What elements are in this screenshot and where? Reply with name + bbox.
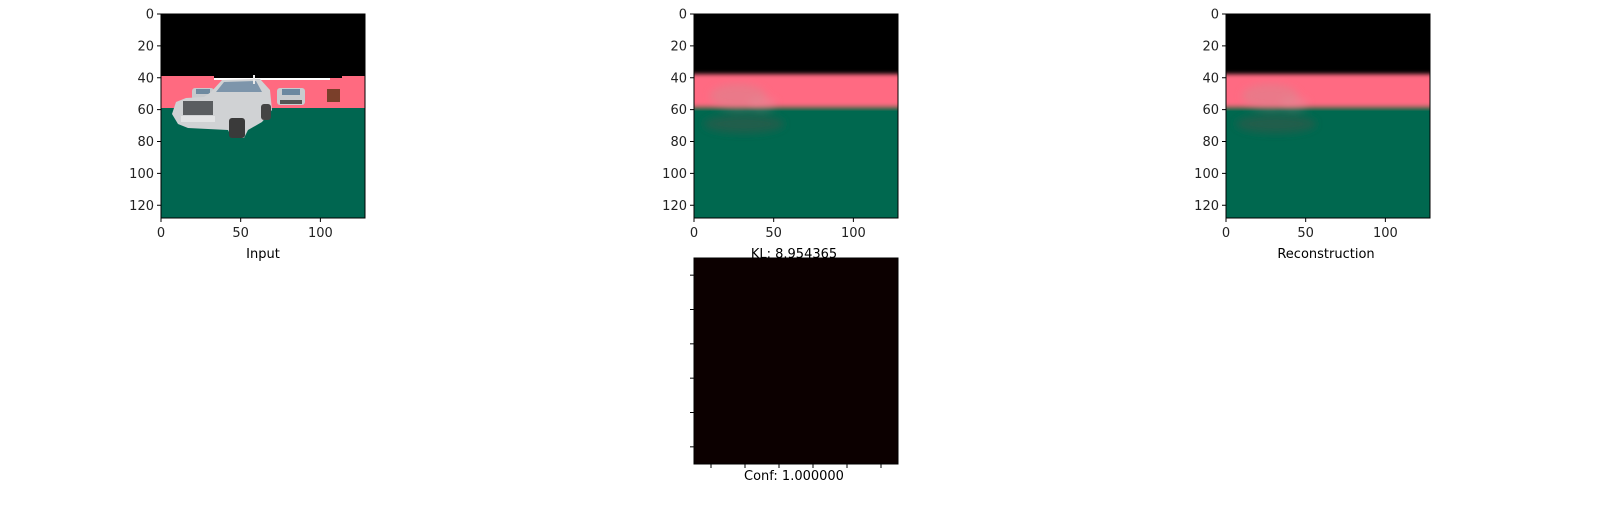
reconstruction-image bbox=[1226, 14, 1430, 218]
reconstruction-ytick-label: 120 bbox=[1194, 199, 1219, 214]
kl-car-ghost bbox=[704, 84, 784, 133]
reconstruction-frame bbox=[1225, 13, 1431, 219]
reconstruction-ytick-label: 20 bbox=[1202, 39, 1219, 54]
input-xtick-label: 0 bbox=[157, 226, 165, 241]
kl-xtick-label: 0 bbox=[690, 226, 698, 241]
kl-frame bbox=[693, 13, 899, 219]
input-y-axis: 0 20 40 60 80 100 120 bbox=[129, 8, 161, 214]
reconstruction-ytick-label: 80 bbox=[1202, 135, 1219, 150]
input-ytick-label: 60 bbox=[137, 103, 154, 118]
input-box bbox=[327, 89, 340, 102]
kl-ytick-label: 0 bbox=[679, 8, 687, 23]
kl-x-axis: 0 50 100 bbox=[690, 218, 866, 241]
input-ytick-label: 20 bbox=[137, 39, 154, 54]
kl-y-axis: 0 20 40 60 80 100 120 bbox=[662, 8, 694, 214]
reconstruction-ytick-label: 0 bbox=[1211, 8, 1219, 23]
reconstruction-x-axis: 0 50 100 bbox=[1222, 218, 1398, 241]
kl-ytick-label: 120 bbox=[662, 199, 687, 214]
reconstruction-xtick-label: 50 bbox=[1297, 226, 1314, 241]
input-truck bbox=[172, 75, 272, 138]
reconstruction-car-ghost bbox=[1236, 84, 1316, 133]
confidence-xlabel: Conf: 1.000000 bbox=[744, 469, 844, 484]
panel-input: 0 20 40 60 80 100 120 0 50 100 Input bbox=[129, 8, 366, 262]
input-ytick-label: 120 bbox=[129, 199, 154, 214]
input-xtick-label: 50 bbox=[232, 226, 249, 241]
confidence-ticks bbox=[690, 274, 882, 468]
input-ytick-label: 40 bbox=[137, 71, 154, 86]
kl-ytick-label: 60 bbox=[670, 103, 687, 118]
reconstruction-y-axis: 0 20 40 60 80 100 120 bbox=[1194, 8, 1226, 214]
kl-image bbox=[694, 14, 898, 218]
input-frame bbox=[160, 13, 366, 219]
kl-ytick-label: 40 bbox=[670, 71, 687, 86]
kl-xtick-label: 50 bbox=[765, 226, 782, 241]
panel-reconstruction: 0 20 40 60 80 100 120 0 50 100 Reconstruction bbox=[1194, 8, 1431, 262]
input-image bbox=[161, 14, 365, 218]
input-xlabel: Input bbox=[246, 247, 280, 262]
input-distant-car-right bbox=[277, 88, 305, 105]
reconstruction-ytick-label: 40 bbox=[1202, 71, 1219, 86]
reconstruction-xlabel: Reconstruction bbox=[1277, 247, 1374, 262]
kl-ytick-label: 100 bbox=[662, 167, 687, 182]
reconstruction-ytick-label: 60 bbox=[1202, 103, 1219, 118]
kl-xtick-label: 100 bbox=[841, 226, 866, 241]
input-ytick-label: 100 bbox=[129, 167, 154, 182]
input-ytick-label: 80 bbox=[137, 135, 154, 150]
kl-ytick-label: 80 bbox=[670, 135, 687, 150]
input-xtick-label: 100 bbox=[308, 226, 333, 241]
input-sky bbox=[161, 14, 365, 78]
kl-ytick-label: 20 bbox=[670, 39, 687, 54]
input-x-axis: 0 50 100 bbox=[157, 218, 333, 241]
panel-confidence: Conf: 1.000000 bbox=[690, 257, 899, 484]
reconstruction-xtick-label: 0 bbox=[1222, 226, 1230, 241]
input-ytick-label: 0 bbox=[146, 8, 154, 23]
reconstruction-ytick-label: 100 bbox=[1194, 167, 1219, 182]
confidence-heatmap bbox=[694, 258, 898, 464]
reconstruction-xtick-label: 100 bbox=[1373, 226, 1398, 241]
confidence-frame bbox=[693, 257, 899, 465]
